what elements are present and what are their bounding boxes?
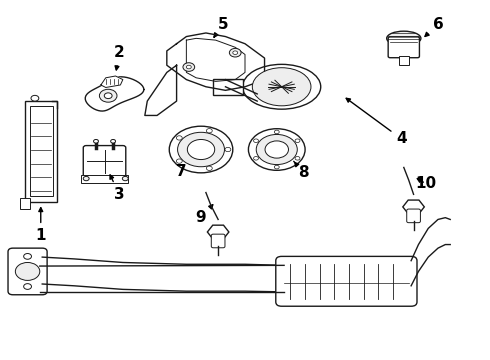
Circle shape: [295, 157, 300, 160]
Circle shape: [99, 89, 117, 102]
FancyBboxPatch shape: [211, 234, 225, 248]
FancyBboxPatch shape: [388, 37, 419, 58]
Circle shape: [206, 166, 212, 170]
Ellipse shape: [243, 64, 321, 109]
Circle shape: [169, 126, 233, 173]
Circle shape: [83, 176, 89, 181]
Bar: [20, 198, 30, 209]
Circle shape: [254, 157, 258, 160]
Text: 10: 10: [415, 176, 437, 191]
Ellipse shape: [387, 31, 421, 45]
Circle shape: [265, 141, 289, 158]
Polygon shape: [145, 65, 176, 116]
Bar: [399, 56, 409, 65]
Circle shape: [94, 139, 98, 143]
Bar: [81, 175, 128, 183]
FancyBboxPatch shape: [83, 145, 126, 177]
Circle shape: [176, 136, 182, 140]
Circle shape: [233, 51, 238, 54]
Ellipse shape: [252, 68, 311, 106]
Circle shape: [176, 159, 182, 163]
Text: 1: 1: [35, 208, 46, 243]
Circle shape: [122, 176, 128, 181]
Text: 3: 3: [110, 175, 125, 202]
Circle shape: [177, 132, 224, 167]
Bar: [30, 107, 53, 196]
Circle shape: [274, 130, 279, 134]
Circle shape: [295, 139, 300, 143]
Circle shape: [248, 129, 305, 170]
Circle shape: [254, 139, 258, 143]
Text: 4: 4: [346, 98, 407, 146]
Circle shape: [187, 139, 215, 159]
Polygon shape: [167, 33, 265, 90]
FancyBboxPatch shape: [8, 248, 47, 295]
Circle shape: [229, 48, 241, 57]
Circle shape: [24, 253, 31, 259]
Text: 9: 9: [196, 205, 213, 225]
FancyBboxPatch shape: [276, 256, 417, 306]
Circle shape: [24, 284, 31, 289]
Circle shape: [31, 95, 39, 101]
Circle shape: [111, 139, 116, 143]
Polygon shape: [85, 77, 144, 111]
Circle shape: [15, 262, 40, 280]
Text: 8: 8: [294, 161, 309, 180]
Circle shape: [183, 63, 195, 71]
Circle shape: [186, 65, 191, 69]
Circle shape: [256, 134, 297, 165]
Bar: [25, 101, 57, 202]
Text: 7: 7: [176, 159, 192, 179]
Polygon shape: [101, 76, 123, 87]
FancyBboxPatch shape: [407, 209, 420, 223]
Bar: [213, 79, 243, 95]
Text: 6: 6: [425, 17, 443, 36]
Text: 5: 5: [214, 17, 228, 37]
Circle shape: [225, 147, 231, 152]
Text: 2: 2: [114, 45, 125, 70]
Circle shape: [274, 165, 279, 169]
Circle shape: [104, 93, 112, 99]
Circle shape: [206, 129, 212, 133]
